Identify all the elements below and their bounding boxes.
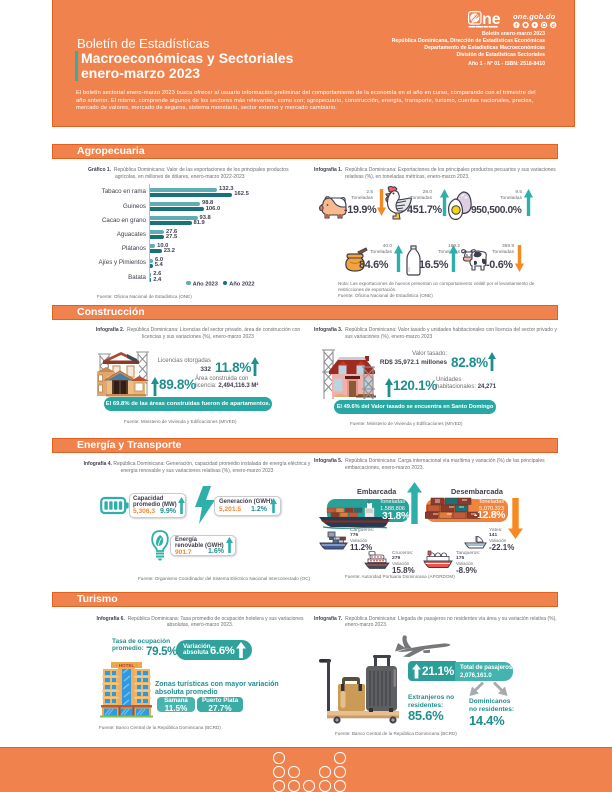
- svg-text:d: d: [552, 23, 555, 29]
- svg-text:f: f: [515, 23, 517, 29]
- svg-text:ne: ne: [482, 11, 501, 28]
- svg-text:· HOTEL ·: · HOTEL ·: [116, 663, 137, 668]
